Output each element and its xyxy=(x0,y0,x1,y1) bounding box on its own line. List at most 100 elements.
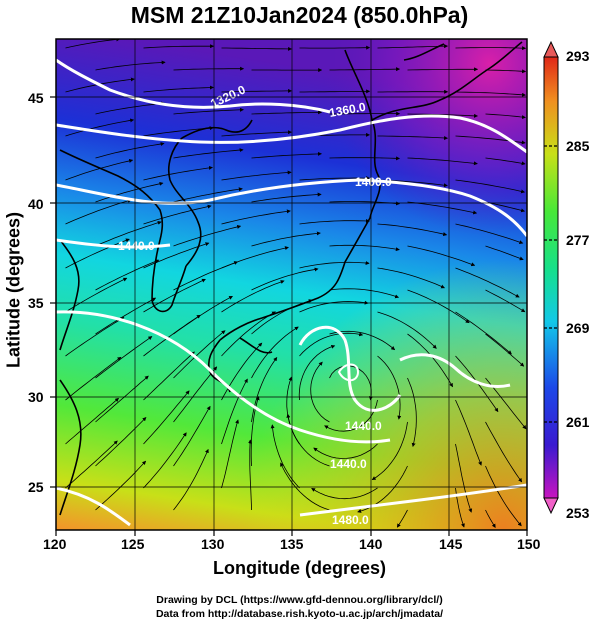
contour-labels: 1320.0 1360.0 1400.0 1440.0 1440.0 1440.… xyxy=(118,82,392,527)
contour-label-1400: 1400.0 xyxy=(355,175,392,189)
streamline xyxy=(313,443,378,459)
streamline xyxy=(485,69,527,74)
streamline xyxy=(357,465,408,513)
contour-label-1440-south: 1440.0 xyxy=(345,419,382,433)
streamline xyxy=(65,440,118,489)
streamline xyxy=(455,399,482,466)
lat-lon-grid xyxy=(56,39,527,530)
streamline xyxy=(143,351,195,401)
streamline xyxy=(221,280,285,313)
streamline xyxy=(407,113,479,118)
streamline xyxy=(407,333,453,388)
streamline xyxy=(377,44,449,49)
streamline xyxy=(377,223,448,237)
streamline xyxy=(485,245,524,261)
streamline xyxy=(173,330,226,379)
streamline xyxy=(173,187,243,203)
streamline xyxy=(299,89,371,94)
streamline xyxy=(485,421,523,483)
streamline xyxy=(455,311,512,355)
streamline xyxy=(329,67,401,72)
streamline xyxy=(485,289,526,313)
streamline xyxy=(485,465,522,527)
streamline xyxy=(299,176,371,181)
streamline xyxy=(143,432,187,489)
streamline xyxy=(455,443,473,513)
streamline xyxy=(407,377,417,448)
streamline xyxy=(221,419,239,489)
streamline xyxy=(65,317,125,357)
streamline xyxy=(65,39,121,49)
streamline xyxy=(143,204,212,225)
streamline xyxy=(251,231,321,247)
x-tick-120: 120 xyxy=(43,536,67,552)
y-tick-30: 30 xyxy=(28,389,44,405)
streamline xyxy=(396,509,408,528)
streamline xyxy=(65,158,134,181)
streamline xyxy=(377,311,437,349)
x-tick-140: 140 xyxy=(359,536,383,552)
streamline xyxy=(95,417,147,467)
streamline xyxy=(485,113,526,120)
streamline xyxy=(407,289,470,324)
streamline xyxy=(248,439,253,511)
streamline xyxy=(310,361,330,423)
streamline xyxy=(251,356,278,423)
streamline xyxy=(251,326,299,379)
streamline xyxy=(95,460,147,511)
streamline xyxy=(329,288,400,299)
streamline xyxy=(221,88,293,93)
streamline xyxy=(251,267,319,291)
colorbar-max-arrow xyxy=(543,40,559,58)
streamline xyxy=(311,487,378,500)
streamline xyxy=(455,91,527,97)
streamline xyxy=(173,448,209,511)
streamline xyxy=(95,259,160,291)
streamline xyxy=(221,170,292,181)
streamline xyxy=(95,60,166,71)
x-tick-145: 145 xyxy=(439,536,463,552)
streamline xyxy=(407,157,478,166)
credit-drawing: Drawing by DCL (https://www.gfd-dennou.o… xyxy=(156,594,443,606)
colorbar-tick-253: 253 xyxy=(566,505,590,521)
streamline xyxy=(173,224,242,247)
streamline xyxy=(221,209,291,225)
y-tick-45: 45 xyxy=(28,90,44,106)
streamline xyxy=(95,181,164,203)
colorbar-tick-277: 277 xyxy=(566,232,590,248)
streamline xyxy=(65,397,120,445)
streamline xyxy=(95,375,149,423)
streamline xyxy=(407,245,476,267)
streamline xyxy=(65,356,122,401)
streamline xyxy=(407,67,479,72)
streamline xyxy=(143,44,215,49)
streamline xyxy=(221,130,292,137)
streamline xyxy=(95,297,157,335)
streamline xyxy=(221,311,276,357)
streamline xyxy=(371,421,408,481)
streamline xyxy=(280,462,330,511)
x-axis-label: Longitude (degrees) xyxy=(212,558,386,578)
colorbar-tick-285: 285 xyxy=(566,138,590,154)
credit-data: Data from http://database.rish.kyoto-u.a… xyxy=(155,608,444,620)
streamline xyxy=(173,261,239,291)
streamline xyxy=(377,267,446,289)
colorbar-tick-293: 293 xyxy=(566,48,590,64)
streamline xyxy=(455,223,524,245)
streamline xyxy=(485,201,526,213)
contour-label-1440-west: 1440.0 xyxy=(118,239,155,253)
streamline xyxy=(299,261,370,269)
streamline xyxy=(221,378,248,445)
streamline xyxy=(455,267,520,298)
streamline xyxy=(455,46,527,51)
streamline xyxy=(95,142,165,159)
streamline xyxy=(221,342,263,401)
streamline xyxy=(377,355,402,420)
streamline xyxy=(143,165,213,181)
streamline xyxy=(329,244,400,252)
x-tick-150: 150 xyxy=(517,536,541,552)
streamline xyxy=(221,46,293,51)
streamline xyxy=(299,300,369,313)
colorbar xyxy=(543,40,559,515)
streamline xyxy=(173,366,218,423)
